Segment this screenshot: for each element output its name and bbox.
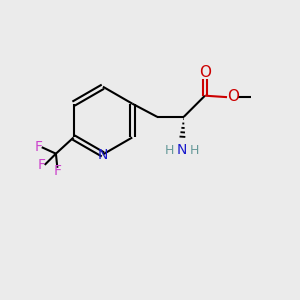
- Text: N: N: [98, 148, 108, 162]
- Text: N: N: [177, 143, 188, 157]
- Text: F: F: [37, 158, 45, 172]
- Text: H: H: [165, 144, 175, 157]
- Text: F: F: [34, 140, 42, 154]
- Text: F: F: [53, 164, 62, 178]
- Text: H: H: [190, 144, 199, 157]
- Text: O: O: [199, 64, 211, 80]
- Text: O: O: [227, 89, 239, 104]
